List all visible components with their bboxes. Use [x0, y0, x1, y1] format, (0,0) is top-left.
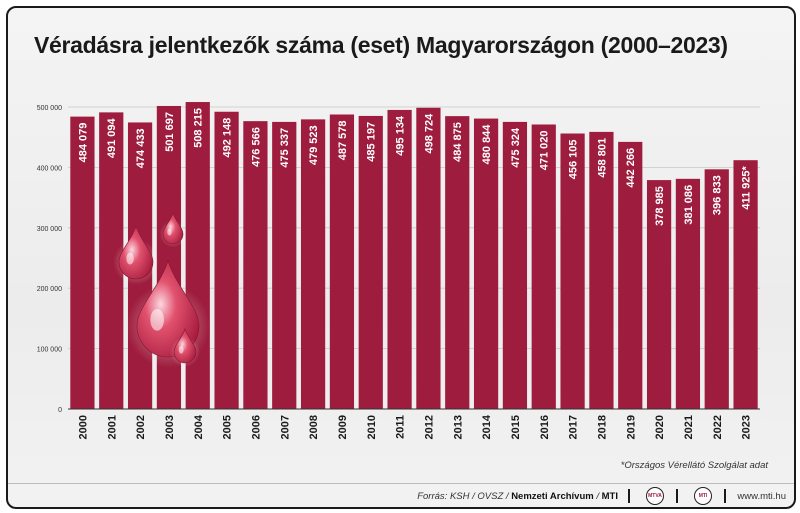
bar	[589, 131, 614, 409]
mtva-logo-icon: MTVA	[646, 487, 664, 505]
bar	[473, 118, 499, 409]
bar	[243, 121, 268, 409]
bar-value-label: 508 215	[193, 108, 205, 148]
source-prefix: Forrás: KSH / OVSZ /	[417, 491, 512, 502]
footer-divider	[724, 489, 726, 503]
bar-value-label: 475 337	[279, 128, 291, 168]
x-tick-label: 2020	[654, 415, 666, 439]
bar-value-label: 378 985	[654, 186, 666, 226]
bar	[358, 115, 383, 409]
blood-drop-icon	[113, 225, 159, 285]
bar-value-label: 442 266	[625, 148, 637, 188]
bar	[502, 121, 528, 410]
y-tick-label: 500 000	[37, 105, 62, 112]
x-tick-label: 2013	[452, 415, 464, 439]
x-tick-label: 2010	[366, 415, 378, 439]
footer-divider	[676, 489, 678, 503]
bar	[70, 116, 95, 410]
x-tick-label: 2009	[337, 415, 349, 439]
bar	[704, 169, 729, 409]
x-tick-label: 2014	[481, 414, 493, 439]
bar-value-label: 495 134	[395, 115, 407, 156]
bar-value-label: 456 105	[568, 140, 580, 180]
source-mti: MTI	[601, 491, 618, 502]
x-tick-label: 2022	[712, 415, 724, 439]
bar	[214, 111, 239, 409]
bar	[646, 180, 672, 409]
source-credit: Forrás: KSH / OVSZ / Nemzeti Archívum / …	[417, 491, 618, 502]
blood-drop-icon	[159, 212, 187, 248]
bar-value-label: 381 086	[683, 185, 695, 225]
bar-value-label: 492 148	[222, 118, 234, 158]
bar	[733, 160, 758, 409]
footer-divider	[628, 489, 630, 503]
x-tick-label: 2012	[423, 415, 435, 439]
bar-value-label: 491 094	[106, 118, 118, 159]
source-archive: Nemzeti Archívum	[511, 491, 594, 502]
bar-value-label: 487 578	[337, 121, 349, 161]
footer: Forrás: KSH / OVSZ / Nemzeti Archívum / …	[8, 483, 794, 507]
bar-value-label: 471 020	[539, 131, 551, 171]
blood-drop-icon	[170, 327, 200, 367]
bar-value-label: 474 433	[135, 128, 147, 168]
x-tick-label: 2001	[106, 415, 118, 439]
x-tick-label: 2007	[279, 415, 291, 439]
bar	[387, 109, 412, 410]
y-tick-label: 200 000	[37, 286, 62, 293]
x-tick-label: 2003	[164, 415, 176, 439]
x-tick-label: 2017	[568, 415, 580, 439]
x-tick-label: 2011	[395, 415, 407, 439]
bar	[445, 116, 470, 409]
x-tick-label: 2021	[683, 415, 695, 439]
x-tick-label: 2015	[510, 415, 522, 439]
footnote: *Országos Vérellátó Szolgálat adat	[620, 460, 768, 471]
bar	[531, 124, 556, 410]
bar-value-label: 484 079	[77, 123, 89, 163]
x-tick-label: 2006	[250, 415, 262, 439]
x-tick-label: 2018	[596, 415, 608, 439]
bar	[416, 107, 441, 410]
bar	[272, 121, 297, 409]
bar-value-label: 476 566	[250, 127, 262, 167]
x-tick-label: 2002	[135, 415, 147, 439]
bar-chart: 0 100 000 200 000 300 000 400 000 500 000 484 …	[37, 102, 760, 439]
bar-value-label: 484 875	[452, 122, 464, 162]
bar	[618, 141, 643, 409]
bar-value-label: 475 324	[510, 127, 522, 168]
x-tick-label: 2005	[222, 415, 234, 439]
mti-logo-icon: MTI	[694, 487, 712, 505]
infographic-frame: Véradásra jelentkezők száma (eset) Magya…	[6, 6, 796, 509]
bar	[560, 133, 585, 409]
x-tick-label: 2023	[741, 415, 753, 439]
x-tick-label: 2000	[77, 415, 89, 439]
x-tick-label: 2004	[193, 414, 205, 439]
x-tick-label: 2019	[625, 415, 637, 439]
chart-title: Véradásra jelentkezők száma (eset) Magya…	[34, 32, 728, 58]
bar-value-label: 485 197	[366, 122, 378, 162]
x-tick-label: 2008	[308, 415, 320, 439]
bar-value-label: 458 801	[596, 138, 608, 178]
y-tick-label: 300 000	[37, 226, 62, 233]
bar-value-label: 411 925*	[741, 165, 753, 209]
y-tick-label: 0	[58, 407, 62, 414]
bar	[300, 119, 326, 410]
source-separator: /	[593, 491, 602, 502]
bar-value-label: 396 833	[712, 175, 724, 215]
bar	[329, 114, 355, 409]
bar-value-label: 501 697	[164, 112, 176, 152]
y-tick-label: 400 000	[37, 165, 62, 172]
y-tick-label: 100 000	[37, 347, 62, 354]
bar-value-label: 498 724	[423, 113, 435, 154]
bar-value-label: 479 523	[308, 125, 320, 165]
bar	[675, 178, 701, 409]
x-tick-label: 2016	[539, 415, 551, 439]
bar-value-label: 480 844	[481, 124, 493, 165]
website-link[interactable]: www.mti.hu	[737, 491, 786, 502]
